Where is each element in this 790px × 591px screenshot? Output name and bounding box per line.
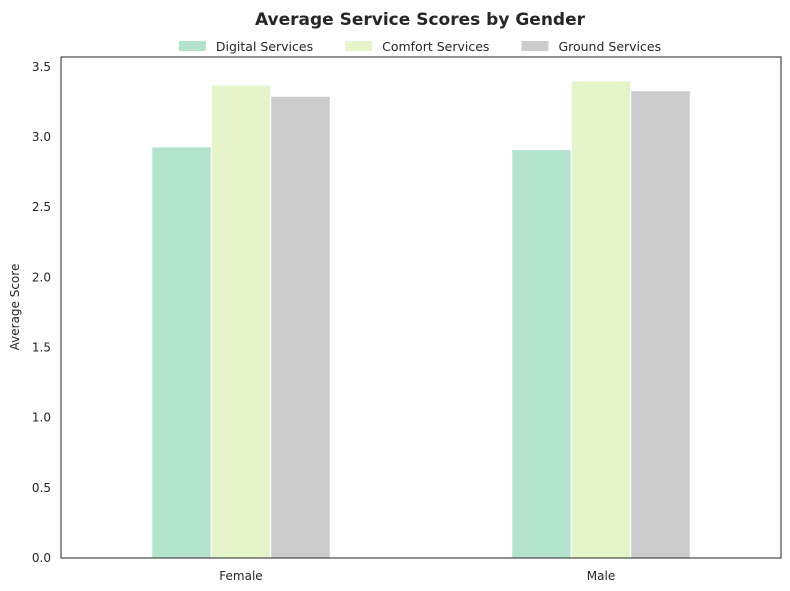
bars <box>151 80 691 559</box>
x-axis-ticks: Female Male <box>219 569 615 583</box>
x-tick-label: Male <box>587 569 615 583</box>
bar-ground-services-male <box>630 90 691 559</box>
y-axis-ticks: 0.0 0.5 1.0 1.5 2.0 2.5 3.0 3.5 <box>32 60 51 565</box>
y-tick-label: 1.0 <box>32 411 51 425</box>
plot-area-frame <box>60 56 782 559</box>
y-tick-label: 0.5 <box>32 481 51 495</box>
legend-label-ground-services: Ground Services <box>558 39 661 54</box>
y-tick-label: 0.0 <box>32 551 51 565</box>
legend-swatch-digital-services <box>178 41 206 51</box>
bar-digital-services-male <box>511 149 572 559</box>
legend-label-digital-services: Digital Services <box>216 39 313 54</box>
bar-comfort-services-male <box>570 80 632 559</box>
y-tick-label: 3.0 <box>32 130 51 144</box>
legend-swatch-ground-services <box>521 41 549 51</box>
y-tick-label: 3.5 <box>32 60 51 74</box>
bar-comfort-services-female <box>210 84 272 559</box>
chart-title: Average Service Scores by Gender <box>255 10 586 30</box>
y-tick-label: 1.5 <box>32 340 51 354</box>
legend-label-comfort-services: Comfort Services <box>382 39 489 54</box>
legend-swatch-comfort-services <box>345 41 373 51</box>
y-axis-label: Average Score <box>8 264 22 351</box>
x-tick-label: Female <box>219 569 262 583</box>
legend: Digital Services Comfort Services Ground S… <box>178 39 661 54</box>
y-tick-label: 2.5 <box>32 200 51 214</box>
bar-digital-services-female <box>151 146 212 559</box>
y-tick-label: 2.0 <box>32 270 51 284</box>
bar-ground-services-female <box>270 95 331 559</box>
